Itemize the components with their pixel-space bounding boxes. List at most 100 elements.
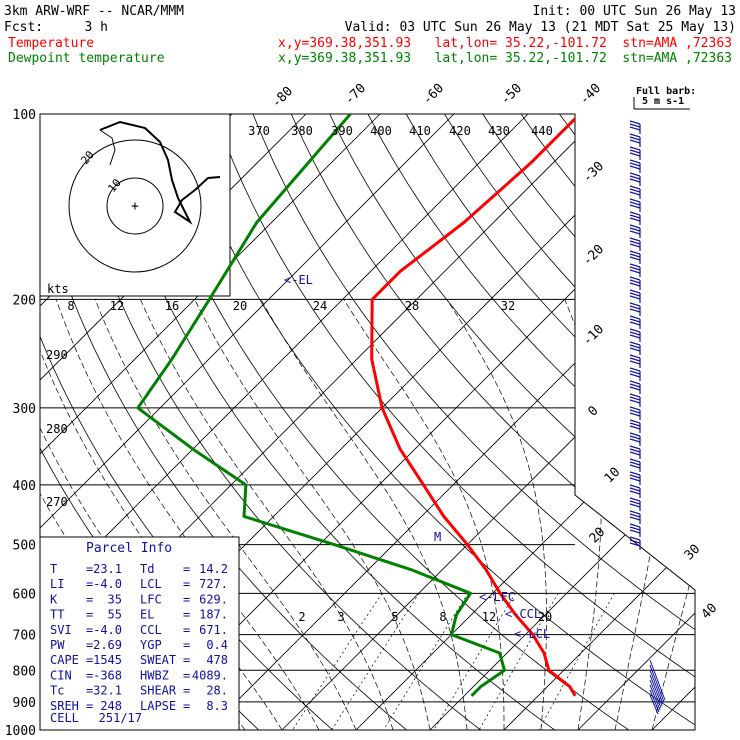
mixing-ratio-tick-label: 3 — [337, 610, 344, 624]
wind-barb-flag — [629, 490, 641, 495]
parcel-key: SHEAR — [140, 684, 177, 698]
parcel-eq: = — [183, 592, 190, 606]
pressure-tick-label: 400 — [13, 479, 36, 494]
parcel-eq: = — [86, 668, 93, 682]
wind-barb-flag — [629, 165, 641, 170]
moist-adiabat-line — [564, 299, 602, 730]
hodograph-speed-label: 16 — [165, 299, 179, 313]
isotherm-tick-label: -70 — [342, 81, 369, 108]
hodograph-trace — [99, 120, 221, 225]
mixing-ratio-labels: 2 3 5 8 12 20 — [298, 610, 552, 624]
moist-adiabat-line — [140, 299, 394, 730]
isotherm-line — [40, 114, 529, 730]
mixing-ratio-tick-label: 20 — [538, 610, 552, 624]
parcel-eq: = — [183, 577, 190, 591]
wind-legend-title: Full barb: — [636, 86, 696, 97]
isotherm-tick-label: -10 — [580, 322, 607, 349]
hodograph-frame — [39, 113, 231, 297]
parcel-key: LFC — [140, 592, 162, 606]
parcel-value: 14.2 — [199, 562, 228, 576]
wind-barb-flag — [629, 305, 641, 310]
parcel-eq: = — [183, 623, 190, 637]
parcel-value: -368 — [93, 668, 122, 682]
parcel-key: LI — [50, 577, 64, 591]
parcel-key: SVI — [50, 623, 72, 637]
wind-barb-flag — [629, 250, 641, 255]
moist-adiabat-line — [651, 299, 695, 730]
wind-barb-flag — [629, 146, 641, 151]
dewpoint-trace — [136, 114, 506, 697]
parcel-key: CIN — [50, 668, 72, 682]
wind-barb-flag — [629, 191, 641, 196]
parcel-eq: = — [183, 668, 190, 682]
hodograph-trace-thin — [99, 129, 116, 166]
dry-adiabat-tick-label: 270 — [46, 495, 68, 509]
parcel-eq: = — [86, 608, 93, 622]
wind-barb — [649, 664, 665, 703]
pressure-tick-label: 100 — [13, 108, 36, 123]
wind-barb-flag — [629, 331, 641, 336]
wind-barb-flag — [629, 237, 641, 242]
lcl-marker: <-LCL — [514, 627, 550, 641]
wind-barb-flag — [629, 347, 641, 352]
theta-tick-label: 370 — [248, 124, 270, 138]
wind-barb-flag — [629, 477, 641, 482]
parcel-eq: = — [86, 653, 93, 667]
dry-adiabat-line — [520, 114, 695, 730]
mixing-ratio-line — [478, 593, 559, 730]
moist-adiabat-line — [446, 299, 547, 730]
moist-adiabat-line — [614, 299, 675, 730]
parcel-value: -4.0 — [93, 623, 122, 637]
fcst-label: Fcst: — [4, 20, 43, 35]
temperature-label: Temperature — [8, 36, 94, 51]
parcel-eq: = — [183, 699, 190, 713]
dry-adiabat-line — [61, 114, 481, 730]
wind-barb-flag — [629, 516, 641, 521]
wind-barb-flag — [629, 383, 641, 388]
parcel-key: Td — [140, 562, 154, 576]
wind-barb-flag — [629, 461, 641, 466]
dry-adiabat-line — [635, 114, 695, 730]
wind-barb-flag — [629, 120, 641, 125]
wind-barb-flag — [629, 211, 641, 216]
parcel-info-title: Parcel Info — [86, 541, 172, 556]
isotherm-line — [651, 114, 695, 730]
isotherm-line — [281, 114, 695, 730]
wind-barb-flag — [629, 136, 641, 141]
wind-barb-flag — [629, 419, 641, 424]
wind-barb-flag — [629, 526, 641, 531]
isotherm-tick-label: -20 — [580, 242, 607, 269]
parcel-key: SREH — [50, 699, 79, 713]
parcel-key: CAPE — [50, 653, 79, 667]
wind-barb-flag — [629, 500, 641, 505]
hodograph-center-mark: + — [131, 199, 139, 214]
parcel-value: 4089. — [192, 668, 228, 682]
parcel-value: 8.3 — [206, 699, 228, 713]
temperature-info: x,y=369.38,351.93 lat,lon= 35.22,-101.72… — [278, 36, 732, 51]
wind-barb-flag — [629, 328, 641, 333]
parcel-eq: = — [183, 653, 190, 667]
lfc-marker: <-LFC — [479, 590, 515, 604]
isotherm-line — [40, 114, 455, 730]
dry-adiabat-line — [329, 114, 695, 730]
isotherm-tick-label: 20 — [587, 525, 609, 547]
pressure-tick-label: 300 — [13, 402, 36, 417]
parcel-value: 23.1 — [93, 562, 122, 576]
dewpoint-info: x,y=369.38,351.93 lat,lon= 35.22,-101.72… — [278, 51, 732, 66]
theta-tick-label: 430 — [488, 124, 510, 138]
wind-barb-flag — [629, 539, 641, 544]
parcel-eq: = — [86, 577, 93, 591]
pressure-tick-label: 200 — [13, 293, 36, 308]
wind-barb-flag — [629, 266, 641, 271]
wind-barb-flag — [629, 448, 641, 453]
isotherm-tick-label: -50 — [498, 81, 525, 108]
isotherm-line — [577, 114, 695, 730]
dry-adiabat-line — [252, 114, 695, 730]
wind-barb-flag — [629, 302, 641, 307]
wind-barb-flag — [629, 432, 641, 437]
hodograph-ring-outer — [68, 139, 202, 273]
wind-barb-flag — [629, 513, 641, 518]
parcel-value: 2.69 — [93, 638, 122, 652]
pressure-tick-label: 800 — [13, 664, 36, 679]
parcel-eq: = — [183, 684, 190, 698]
